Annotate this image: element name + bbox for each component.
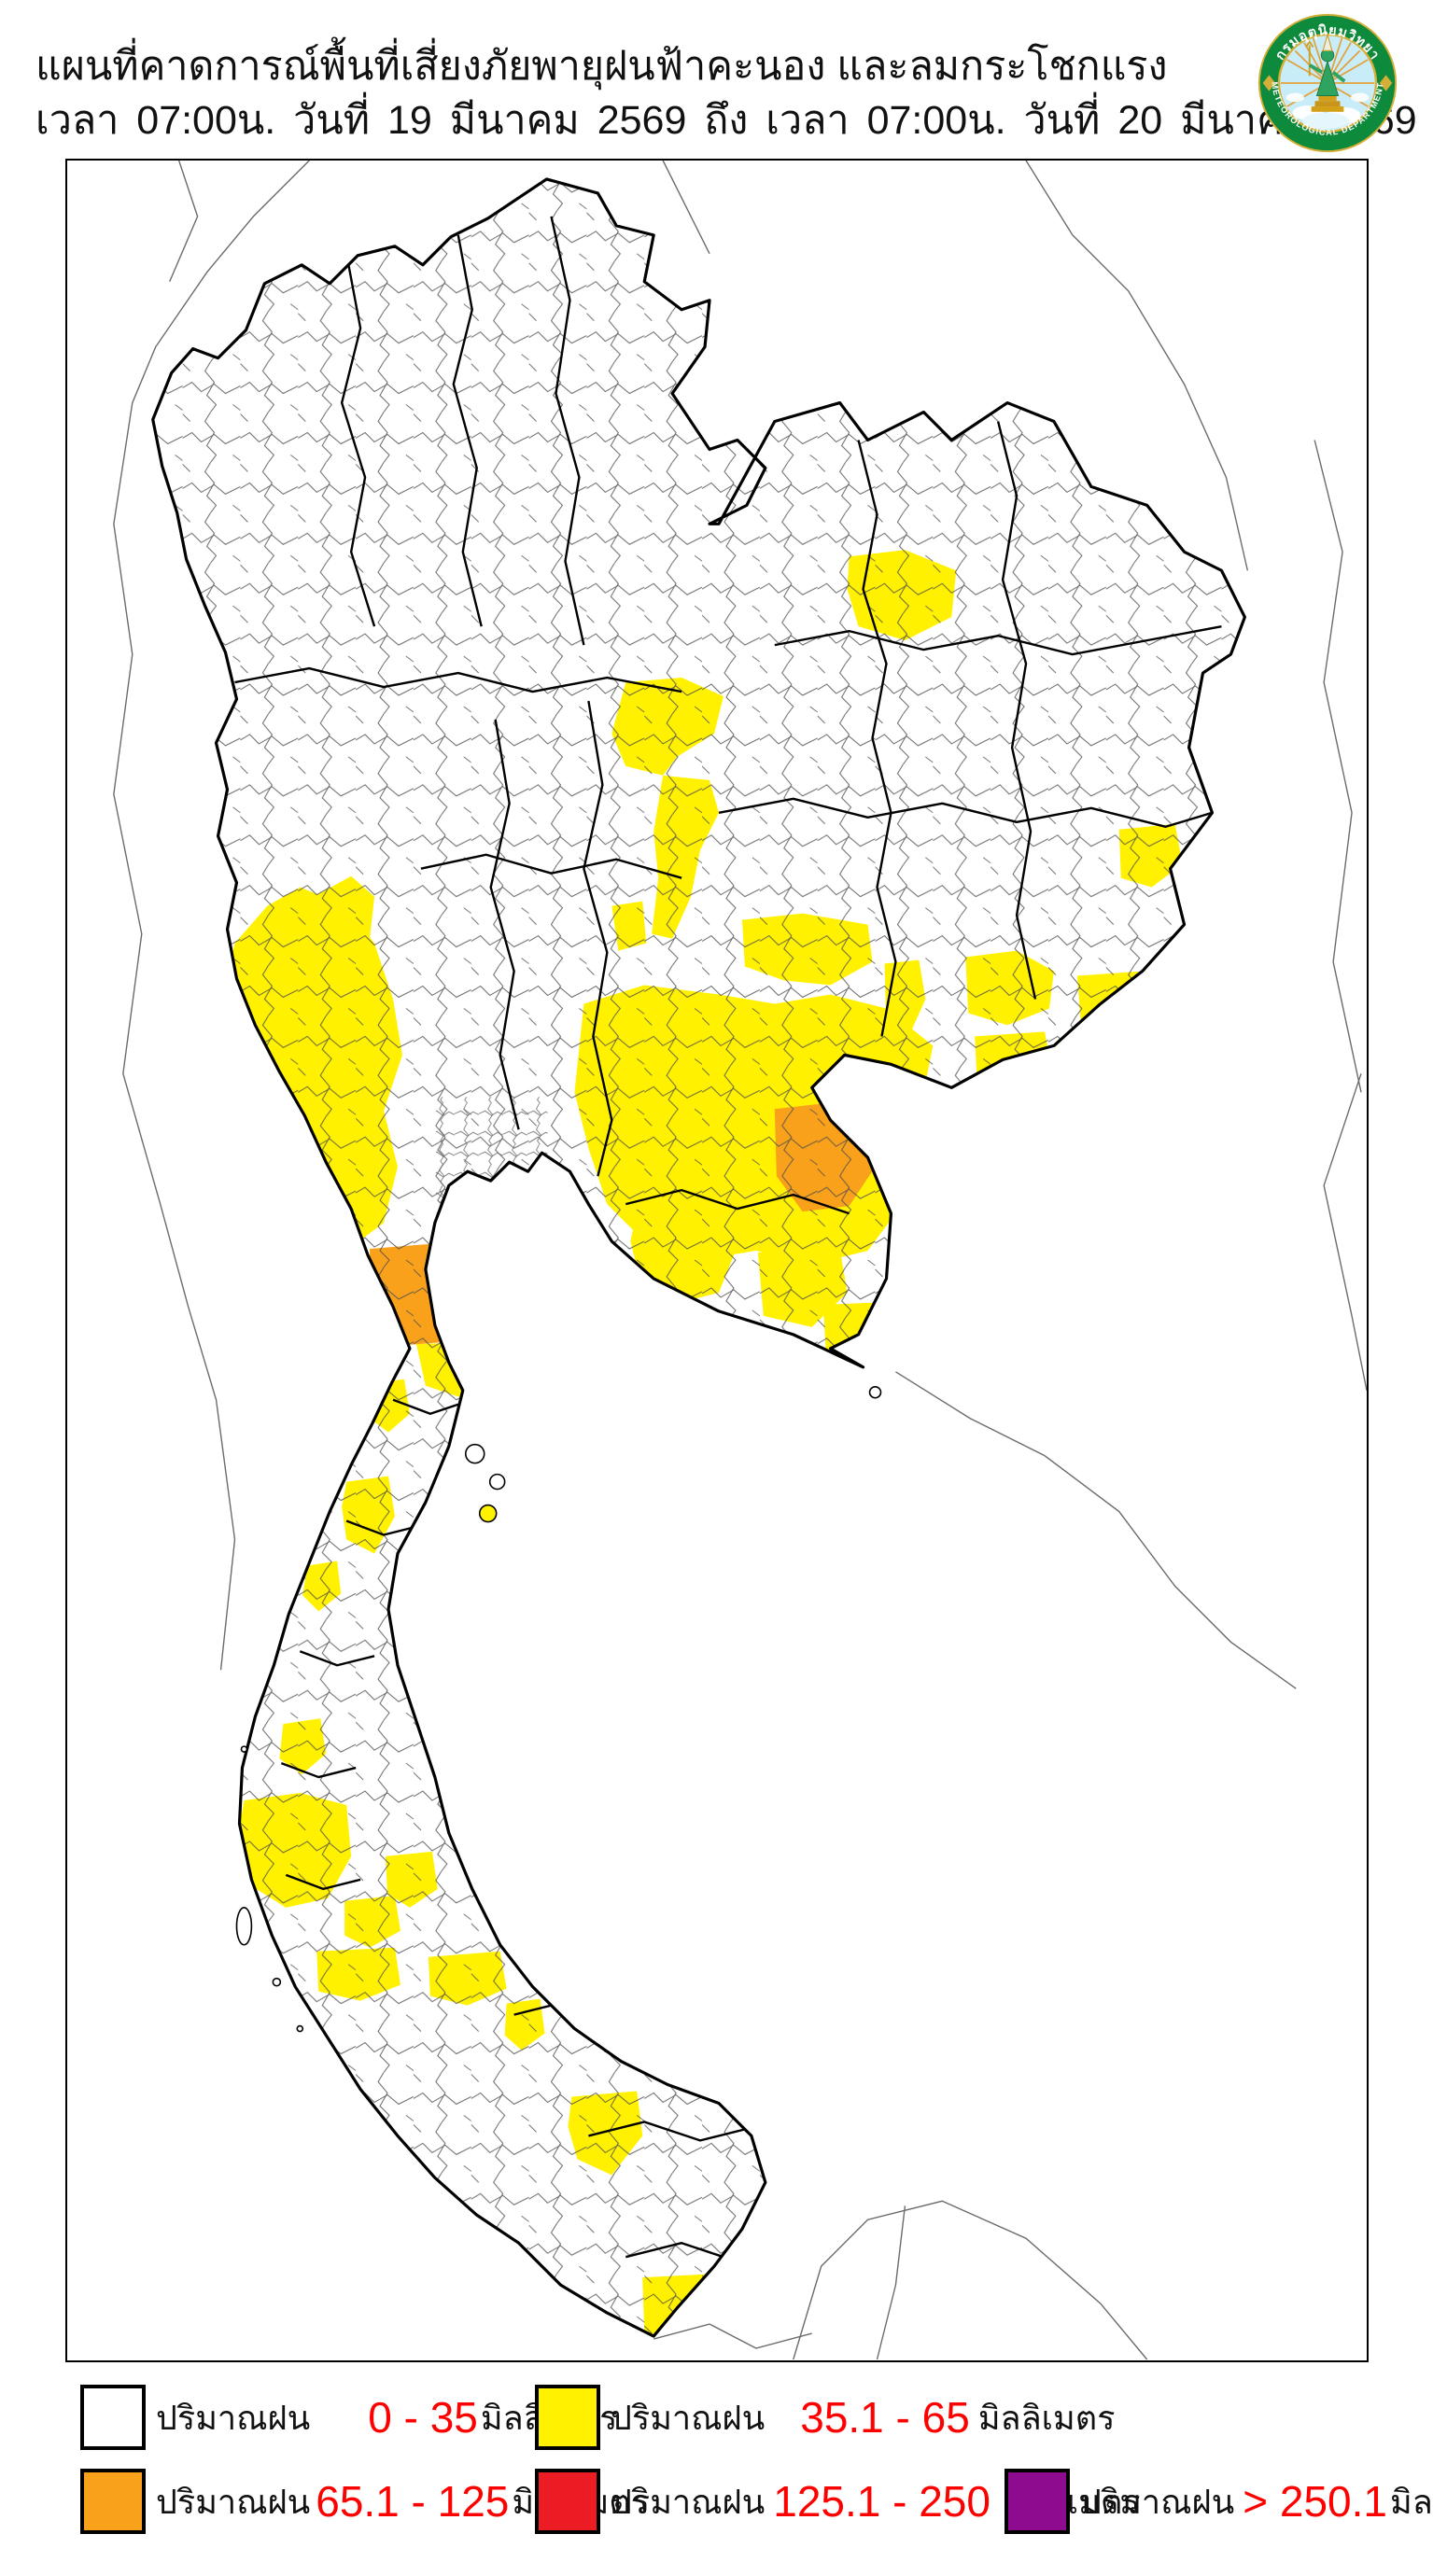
logo-band-diamonds: [1262, 75, 1393, 91]
legend-label: ปริมาณฝน: [1080, 2482, 1235, 2521]
legend-unit: มิลลิเมตร: [977, 2398, 1116, 2437]
risk-area-yellow: [506, 1181, 530, 1214]
legend-label: ปริมาณฝน: [611, 2398, 766, 2437]
island: [464, 1443, 485, 1464]
legend-swatch-white: [80, 2385, 146, 2450]
legend-label: ปริมาณฝน: [156, 2482, 311, 2521]
bangkok-district-mesh: [435, 1097, 548, 1214]
legend-range: > 250.1: [1243, 2477, 1387, 2526]
legend-item-125-250: ปริมาณฝน 125.1 - 250 มิลลิเมตร: [535, 2468, 1141, 2535]
risk-area-yellow: [471, 1268, 507, 1342]
district-mesh: [152, 178, 1245, 2337]
islands: [235, 1385, 882, 2033]
island: [272, 1977, 282, 1987]
logo-deity-figure: [1305, 32, 1346, 112]
island: [488, 1473, 506, 1491]
island: [868, 1385, 882, 1399]
legend-range: 35.1 - 65: [800, 2393, 970, 2442]
legend-range: 125.1 - 250: [773, 2477, 990, 2526]
page-title: แผนที่คาดการณ์พื้นที่เสี่ยงภัยพายุฝนฟ้าค…: [35, 44, 1168, 89]
legend-item-65-125: ปริมาณฝน 65.1 - 125 มิลลิเมตร: [80, 2468, 649, 2535]
legend-item-0-35: ปริมาณฝน 0 - 35 มิลลิเมตร: [80, 2384, 617, 2451]
legend-item-over-250: ปริมาณฝน > 250.1 มิลลิเมตร: [1005, 2468, 1433, 2535]
legend-swatch-purple: [1005, 2469, 1070, 2534]
island: [296, 2024, 304, 2033]
thailand-outline: [151, 177, 1246, 2338]
tmd-logo: กรมอุตุนิยมวิทยา METEOROLOGICAL DEPARTME…: [1257, 13, 1398, 153]
legend-unit: มิลลิเมตร: [1390, 2482, 1433, 2521]
neighbor-country-borders: [113, 161, 1367, 2360]
legend-label: ปริมาณฝน: [156, 2398, 311, 2437]
legend-swatch-yellow: [535, 2385, 600, 2450]
legend-range: 0 - 35: [368, 2393, 478, 2442]
legend-swatch-orange: [80, 2469, 146, 2534]
legend-label: ปริมาณฝน: [611, 2482, 766, 2521]
island-yellow: [478, 1504, 498, 1523]
island: [240, 1745, 248, 1753]
map-svg: [113, 161, 1367, 2360]
island-phuket: [235, 1907, 253, 1946]
map-frame: [65, 159, 1369, 2362]
legend-swatch-red: [535, 2469, 600, 2534]
risk-area-yellow: [1184, 868, 1245, 986]
legend-item-35-65: ปริมาณฝน 35.1 - 65 มิลลิเมตร: [535, 2384, 1115, 2451]
page-subtitle: เวลา 07:00น. วันที่ 19 มีนาคม 2569 ถึง เ…: [35, 98, 1417, 143]
legend-range: 65.1 - 125: [316, 2477, 510, 2526]
